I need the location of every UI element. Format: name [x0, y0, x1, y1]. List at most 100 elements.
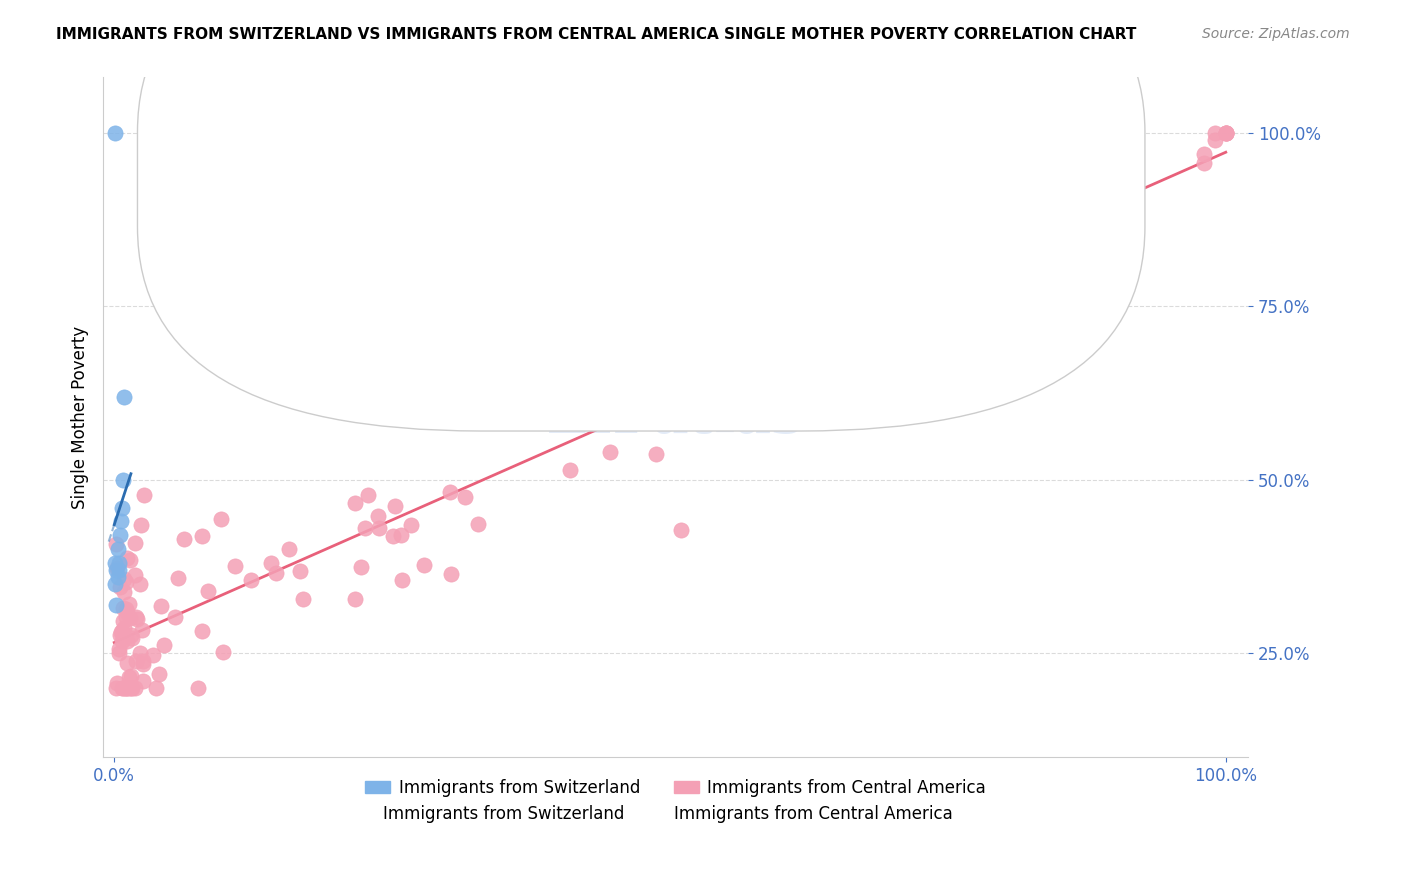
Point — [357, 488, 380, 502]
Point — [120, 669, 142, 683]
Point — [112, 572, 135, 586]
Point — [935, 249, 957, 263]
Point — [104, 681, 127, 695]
Point — [993, 251, 1015, 265]
Point — [107, 556, 129, 570]
Point — [190, 529, 212, 543]
Point — [105, 536, 128, 550]
Point — [112, 621, 135, 635]
Point — [187, 681, 209, 695]
Point — [669, 523, 692, 537]
Point — [1204, 133, 1226, 147]
Point — [439, 484, 461, 499]
Point — [129, 577, 152, 591]
Point — [224, 559, 246, 574]
Point — [368, 521, 391, 535]
Point — [112, 473, 135, 487]
Point — [118, 670, 141, 684]
Point — [344, 496, 367, 510]
Point — [240, 573, 263, 587]
Point — [149, 599, 172, 614]
Point — [399, 518, 422, 533]
Point — [132, 488, 155, 502]
Point — [384, 500, 406, 514]
Point — [124, 681, 146, 695]
Point — [440, 567, 463, 582]
Point — [115, 633, 138, 648]
Point — [209, 512, 232, 526]
Point — [114, 601, 136, 615]
Point — [1204, 126, 1226, 140]
Point — [148, 667, 170, 681]
Point — [454, 490, 477, 504]
Point — [111, 500, 134, 515]
Point — [131, 623, 153, 637]
Point — [108, 628, 131, 642]
Point — [124, 536, 146, 550]
Point — [560, 463, 582, 477]
Text: Immigrants from Central America: Immigrants from Central America — [673, 805, 952, 823]
Point — [831, 224, 853, 238]
Point — [125, 609, 148, 624]
Point — [107, 642, 129, 657]
Point — [105, 560, 128, 574]
Point — [142, 648, 165, 662]
Point — [756, 263, 779, 277]
Point — [645, 447, 668, 461]
Point — [120, 681, 142, 695]
Point — [264, 566, 287, 581]
Point — [173, 532, 195, 546]
Point — [115, 656, 138, 670]
Point — [111, 681, 134, 695]
Point — [118, 611, 141, 625]
Point — [115, 551, 138, 566]
Point — [288, 564, 311, 578]
Point — [413, 558, 436, 572]
Point — [121, 681, 143, 695]
Point — [105, 563, 128, 577]
Text: IMMIGRANTS FROM SWITZERLAND VS IMMIGRANTS FROM CENTRAL AMERICA SINGLE MOTHER POV: IMMIGRANTS FROM SWITZERLAND VS IMMIGRANT… — [56, 27, 1136, 42]
Point — [391, 573, 413, 587]
Point — [125, 654, 148, 668]
Point — [108, 528, 131, 542]
Point — [104, 577, 127, 591]
Point — [111, 633, 134, 648]
Point — [112, 390, 135, 404]
Point — [110, 625, 132, 640]
Point — [467, 516, 489, 531]
Point — [191, 624, 214, 638]
Point — [129, 518, 152, 533]
Point — [104, 556, 127, 570]
Point — [599, 444, 621, 458]
Point — [1104, 195, 1126, 210]
FancyBboxPatch shape — [138, 0, 1144, 431]
Point — [1215, 126, 1237, 140]
Point — [145, 681, 167, 695]
Point — [114, 681, 136, 695]
Y-axis label: Single Mother Poverty: Single Mother Poverty — [72, 326, 89, 509]
Point — [291, 592, 314, 607]
Point — [343, 592, 366, 607]
Point — [165, 610, 187, 624]
Point — [112, 585, 135, 599]
Point — [167, 571, 190, 585]
Point — [825, 320, 848, 334]
Point — [1192, 146, 1215, 161]
Point — [936, 278, 959, 293]
Text: ZIPatlas: ZIPatlas — [547, 390, 804, 445]
Point — [115, 681, 138, 695]
Point — [105, 676, 128, 690]
Point — [105, 598, 128, 612]
Point — [128, 646, 150, 660]
Point — [120, 628, 142, 642]
Point — [1215, 126, 1237, 140]
Point — [110, 515, 132, 529]
Point — [104, 126, 127, 140]
Point — [650, 384, 672, 399]
Point — [382, 529, 405, 543]
Point — [882, 300, 904, 314]
Point — [153, 638, 176, 652]
Point — [197, 584, 219, 599]
Point — [1215, 126, 1237, 140]
Point — [1047, 223, 1070, 237]
